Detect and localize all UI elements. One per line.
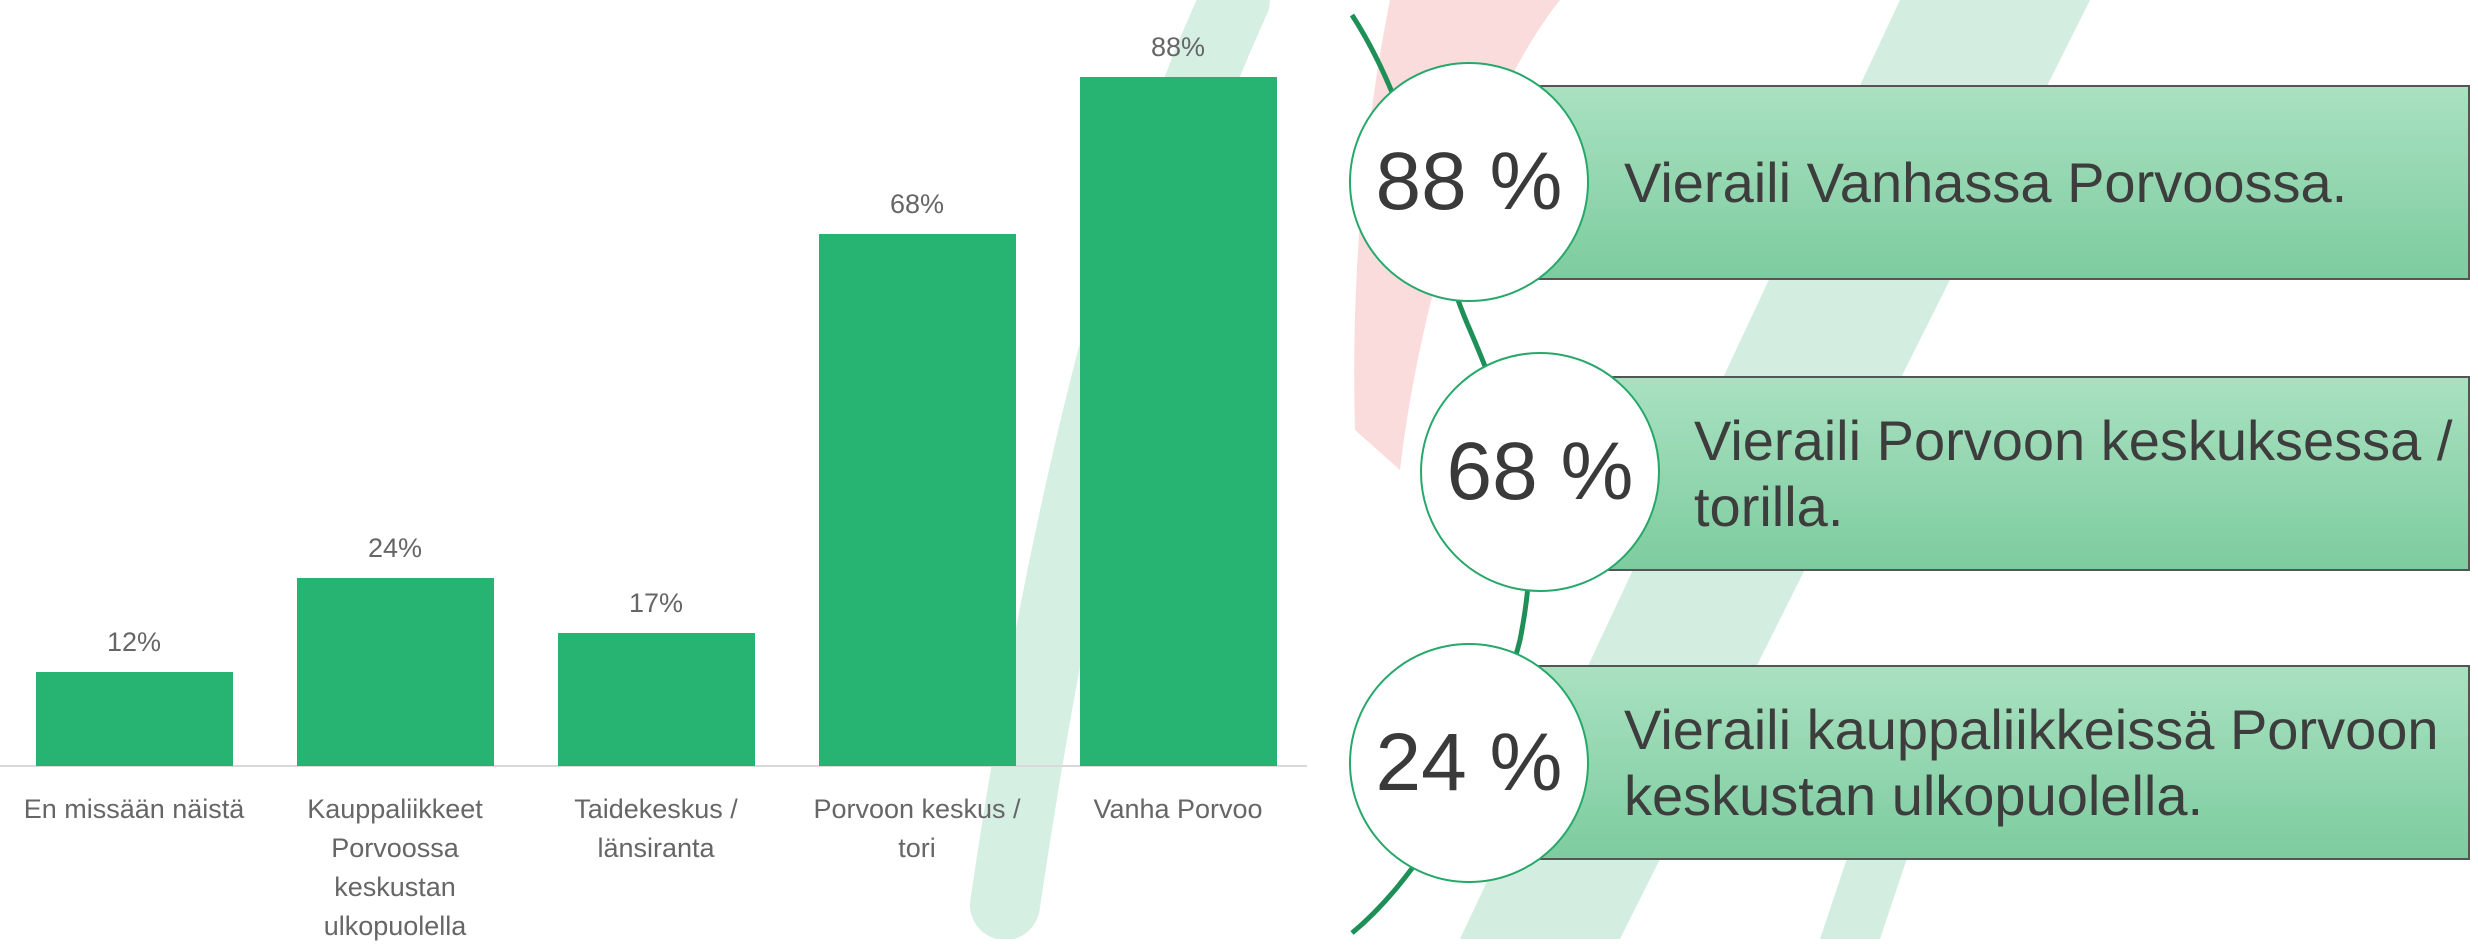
percent-circle: 68 %	[1420, 352, 1660, 592]
infographic: 88 %Vieraili Vanhassa Porvoossa.68 %Vier…	[1330, 0, 2478, 939]
bar	[36, 672, 233, 766]
x-tick-label: Porvoon keskus / tori	[792, 790, 1042, 868]
value-label: 68%	[817, 189, 1017, 220]
item-text: Vieraili Vanhassa Porvoossa.	[1624, 85, 2444, 280]
x-tick-label: Vanha Porvoo	[1053, 790, 1303, 829]
value-label: 12%	[34, 627, 234, 658]
bar	[558, 633, 755, 766]
value-label: 17%	[556, 588, 756, 619]
bar	[819, 234, 1016, 766]
percent-circle: 24 %	[1349, 643, 1589, 883]
x-tick-label: En missään näistä	[9, 790, 259, 829]
percent-circle: 88 %	[1349, 62, 1589, 302]
bar	[1080, 77, 1277, 766]
x-tick-label: Kauppaliikkeet Porvoossa keskustan ulkop…	[270, 790, 520, 946]
value-label: 24%	[295, 533, 495, 564]
bar	[297, 578, 494, 766]
item-text: Vieraili Porvoon keskuksessa / torilla.	[1694, 376, 2454, 571]
x-tick-label: Taidekeskus / länsiranta	[531, 790, 781, 868]
value-label: 88%	[1078, 32, 1278, 63]
page: {"chart_data": {"type": "bar", "categori…	[0, 0, 2478, 939]
item-text: Vieraili kauppaliikkeissä Porvoon keskus…	[1624, 665, 2454, 860]
